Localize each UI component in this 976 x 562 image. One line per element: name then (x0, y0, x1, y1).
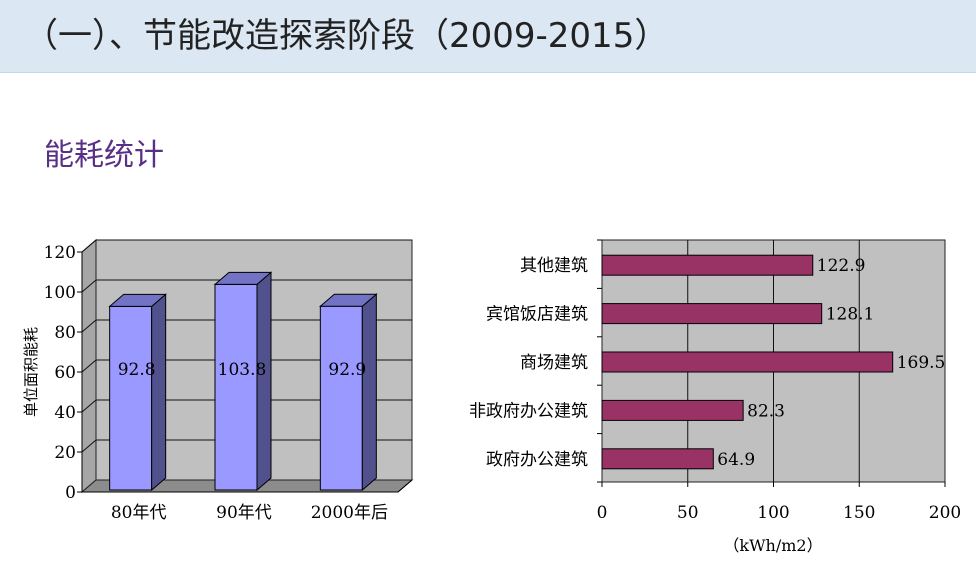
category-label: 宾馆饭店建筑 (486, 305, 588, 325)
category-label: 政府办公建筑 (486, 450, 588, 470)
column-bar (213, 271, 273, 492)
data-label: 64.9 (717, 450, 755, 470)
bar (601, 448, 714, 470)
column-front (109, 305, 153, 491)
column-front (319, 305, 363, 491)
data-label: 169.5 (897, 353, 946, 373)
x-tick-label: 2000年后 (311, 503, 388, 523)
y-tick-label: 40 (54, 403, 76, 423)
y-tick-label: 100 (44, 283, 76, 303)
gridline (81, 359, 412, 373)
bar (601, 254, 814, 276)
y-tick-label: 60 (54, 363, 76, 383)
data-label: 92.8 (118, 360, 156, 380)
x-tick-label: 50 (677, 503, 699, 523)
gridline (81, 399, 412, 413)
x-tick-label: 150 (843, 503, 875, 523)
data-label: 103.8 (218, 360, 267, 380)
x-tick-label: 200 (929, 503, 961, 523)
slide-header: （一）、节能改造探索阶段（2009-2015） (0, 0, 976, 73)
bar (601, 399, 744, 421)
category-label: 其他建筑 (520, 256, 588, 276)
slide-title: （一）、节能改造探索阶段（2009-2015） (24, 16, 669, 56)
gridline (81, 319, 412, 333)
x-tick-label: 90年代 (216, 503, 272, 523)
x-tick-label: 0 (597, 503, 608, 523)
column-top (108, 293, 168, 307)
gridline (81, 439, 412, 453)
x-axis-depth (397, 479, 413, 493)
data-label: 82.3 (747, 401, 785, 421)
category-label: 商场建筑 (520, 353, 588, 373)
column-front (214, 283, 258, 491)
data-label: 128.1 (826, 305, 875, 325)
x-tick-label: 80年代 (111, 503, 167, 523)
y-tick-label: 120 (44, 243, 76, 263)
y-axis-title: 单位面积能耗 (22, 327, 40, 417)
column-top (213, 271, 273, 285)
column-bar (318, 293, 378, 492)
bar (601, 351, 894, 373)
section-subtitle: 能耗统计 (44, 138, 164, 173)
bar (601, 303, 823, 325)
y-tick-label: 0 (65, 483, 76, 503)
y-tick-label: 80 (54, 323, 76, 343)
data-label: 122.9 (817, 256, 866, 276)
data-label: 92.9 (328, 360, 366, 380)
column-top (318, 293, 378, 307)
column-bar (108, 293, 168, 492)
y-tick-label: 20 (54, 443, 76, 463)
category-label: 非政府办公建筑 (469, 401, 588, 421)
gridline (81, 279, 412, 293)
x-axis-title: （kWh/m2） (723, 536, 822, 555)
x-tick-label: 100 (757, 503, 789, 523)
gridline (81, 239, 412, 253)
